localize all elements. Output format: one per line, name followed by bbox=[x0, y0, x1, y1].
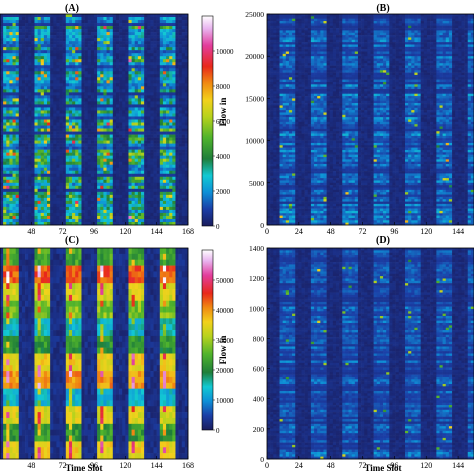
panel-a-colorbar bbox=[201, 15, 214, 227]
panel-b-y-tick-label: 25000 bbox=[245, 10, 264, 19]
panel-a-x-tick-label: 96 bbox=[90, 227, 98, 236]
panel-d-x-tick-label: 144 bbox=[452, 461, 464, 470]
panel-c-x-tick-label: 72 bbox=[59, 461, 67, 470]
panel-c-x-tick-label: 144 bbox=[151, 461, 163, 470]
panel-c-x-tick-label: 120 bbox=[119, 461, 131, 470]
panel-c-heatmap bbox=[0, 248, 189, 460]
panel-b-x-tick-label: 144 bbox=[452, 227, 464, 236]
panel-a-colorbar-tick-label: 6000 bbox=[216, 118, 231, 126]
panel-b-x-tick-label: 72 bbox=[359, 227, 367, 236]
panel-b-x-tick-label: 120 bbox=[420, 227, 432, 236]
panel-d-x-tick-label: 72 bbox=[359, 461, 367, 470]
panel-a-colorbar-tick-label: 2000 bbox=[216, 188, 231, 196]
panel-b-y-tick-label: 20000 bbox=[245, 52, 264, 61]
panel-c: (C) 48 72 96 120 144 168 Time Slot 0 10000 2000… bbox=[0, 235, 234, 473]
panel-d-ylabel: Flow in bbox=[218, 336, 228, 365]
panel-c-x-tick-label: 168 bbox=[182, 461, 194, 470]
panel-d-xlabel: Time Slot bbox=[364, 463, 401, 473]
panel-d-y-tick-label: 200 bbox=[253, 425, 265, 434]
panel-a-x-tick-label: 72 bbox=[59, 227, 67, 236]
panel-d-title: (D) bbox=[376, 235, 390, 246]
panel-a-x-ticks: 48 72 96 120 144 168 bbox=[27, 222, 194, 236]
panel-c-colorbar-tick-label: 10000 bbox=[216, 397, 234, 405]
panel-a-title: (A) bbox=[65, 3, 79, 14]
panel-a-x-tick-label: 48 bbox=[27, 227, 35, 236]
panel-d-y-tick-label: 800 bbox=[253, 334, 265, 343]
panel-d-y-tick-label: 1000 bbox=[249, 304, 264, 313]
panel-c-x-tick-label: 48 bbox=[27, 461, 35, 470]
panel-b-y-tick-label: 15000 bbox=[245, 94, 264, 103]
panel-a-colorbar-ticks: 0 2000 4000 6000 8000 10000 bbox=[213, 48, 234, 231]
panel-d-x-tick-label: 120 bbox=[420, 461, 432, 470]
panel-d-y-tick-label: 400 bbox=[253, 395, 265, 404]
panel-b-x-tick-label: 96 bbox=[390, 227, 398, 236]
panel-d-heatmap bbox=[267, 248, 474, 460]
panel-a-colorbar-tick-label: 10000 bbox=[216, 48, 234, 56]
panel-d-x-tick-label: 24 bbox=[295, 461, 303, 470]
panel-d-y-tick-label: 1400 bbox=[249, 244, 264, 253]
panel-b-y-tick-label: 10000 bbox=[245, 137, 264, 146]
panel-d-x-tick-label: 48 bbox=[327, 461, 335, 470]
panel-d: (D) 0 24 48 72 96 120 144 0 200 400 600 800 1000 120… bbox=[218, 235, 474, 473]
panel-a-x-tick-label: 120 bbox=[119, 227, 131, 236]
panel-c-colorbar-tick-label: 20000 bbox=[216, 367, 234, 375]
panel-b-x-ticks: 0 24 48 72 96 120 144 bbox=[265, 222, 464, 236]
panel-b-x-tick-label: 48 bbox=[327, 227, 335, 236]
panel-a-colorbar-tick-label: 4000 bbox=[216, 153, 231, 161]
panel-a-x-tick-label: 144 bbox=[151, 227, 163, 236]
panel-c-x-tick-label: 96 bbox=[90, 461, 98, 470]
panel-d-x-ticks: 0 24 48 72 96 120 144 bbox=[265, 456, 464, 470]
panel-c-xlabel: Time Slot bbox=[65, 463, 102, 473]
panel-c-colorbar-tick-label: 0 bbox=[216, 427, 220, 435]
panel-a-heatmap bbox=[0, 14, 189, 226]
panel-a-colorbar-tick-label: 8000 bbox=[216, 83, 231, 91]
panel-d-y-tick-label: 0 bbox=[260, 455, 264, 464]
panel-c-x-ticks: 48 72 96 120 144 168 bbox=[27, 456, 194, 470]
panel-b-ylabel: Flow in bbox=[218, 98, 228, 127]
panel-d-x-tick-label: 0 bbox=[265, 461, 269, 470]
panel-a-x-tick-label: 168 bbox=[182, 227, 194, 236]
panel-b: (B) 0 24 48 72 96 120 144 05000100001500020000… bbox=[218, 3, 474, 236]
panel-d-frame bbox=[266, 247, 474, 460]
panel-d-y-ticks: 0 200 400 600 800 1000 1200 1400 bbox=[249, 244, 270, 464]
panel-c-colorbar bbox=[201, 249, 214, 431]
panel-c-title: (C) bbox=[65, 235, 79, 246]
panel-d-y-tick-label: 600 bbox=[253, 365, 265, 374]
panel-b-y-tick-label: 0 bbox=[260, 221, 264, 230]
panel-a: (A) 48 72 96 120 144 168 0 2000 4000 6000 8000 100… bbox=[0, 3, 234, 236]
panel-b-y-ticks: 0 5000 10000 15000 20000 25000 bbox=[245, 10, 270, 230]
panel-b-x-tick-label: 24 bbox=[295, 227, 303, 236]
panel-d-y-tick-label: 1200 bbox=[249, 274, 264, 283]
panel-c-colorbar-tick-label: 40000 bbox=[216, 307, 234, 315]
panel-c-colorbar-ticks: 0 10000 20000 30000 40000 50000 bbox=[213, 277, 234, 435]
panel-b-title: (B) bbox=[376, 3, 389, 14]
panel-b-heatmap bbox=[267, 14, 474, 226]
panel-b-y-tick-label: 5000 bbox=[249, 179, 264, 188]
panel-d-x-tick-label: 96 bbox=[390, 461, 398, 470]
panel-b-frame bbox=[266, 13, 474, 226]
panel-c-colorbar-tick-label: 50000 bbox=[216, 277, 234, 285]
panel-b-x-tick-label: 0 bbox=[265, 227, 269, 236]
panel-a-colorbar-tick-label: 0 bbox=[216, 223, 220, 231]
panel-c-colorbar-tick-label: 30000 bbox=[216, 337, 234, 345]
